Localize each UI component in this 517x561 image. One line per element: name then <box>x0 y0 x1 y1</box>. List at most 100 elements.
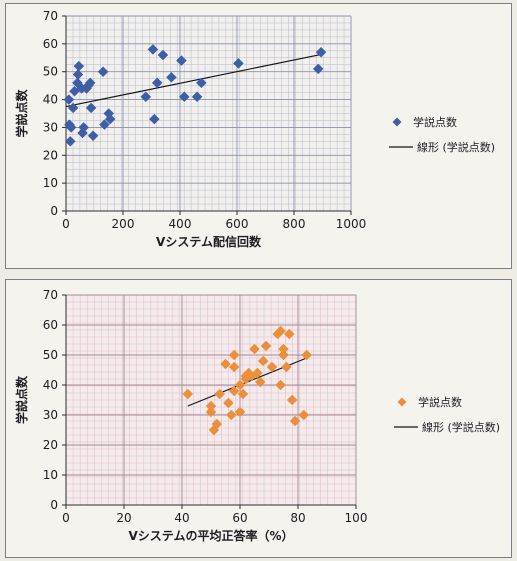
x-tick-label: 0 <box>62 217 70 231</box>
data-point <box>281 361 292 373</box>
x-tick-label: 0 <box>62 511 70 525</box>
data-point <box>234 406 246 418</box>
data-point <box>191 91 203 103</box>
y-tick-label: 20 <box>43 438 58 452</box>
data-point <box>252 367 263 379</box>
data-point <box>301 349 313 361</box>
data-point <box>147 44 159 55</box>
chart-panel-delivery-count: 0 10 20 30 40 50 60 70 0 200 400 600 800 1000 Vシステム配信回… <box>5 3 512 269</box>
data-point <box>312 63 324 75</box>
data-point <box>257 355 269 367</box>
data-point <box>228 349 240 361</box>
y-tick-label: 60 <box>43 37 58 51</box>
data-point <box>260 340 272 352</box>
y-tick-label: 60 <box>43 318 58 332</box>
data-point <box>266 361 278 373</box>
x-tick-label: 60 <box>232 511 247 525</box>
data-point <box>84 77 96 89</box>
data-point <box>233 58 244 69</box>
y-tick-label: 30 <box>43 120 58 134</box>
data-point <box>178 91 190 103</box>
x-tick-label: 20 <box>116 511 131 525</box>
data-point <box>298 409 310 421</box>
data-point <box>176 55 187 66</box>
legend-label-trendline: 線形 (学説点数) <box>417 140 495 154</box>
y-tick-label: 10 <box>43 468 58 482</box>
chart-accuracy-rate-svg: 0 10 20 30 40 50 60 70 0 20 40 60 80 100 Vシステムの平均正答率（%… <box>14 288 500 543</box>
x-tick-label: 1000 <box>336 217 367 231</box>
data-point <box>228 361 240 373</box>
x-axis-label: Vシステム配信回数 <box>156 234 262 249</box>
data-point <box>225 409 237 421</box>
data-point <box>99 119 110 130</box>
y-tick-label: 40 <box>43 378 58 392</box>
legend-label-series: 学説点数 <box>418 395 462 409</box>
y-axis-label: 学説点数 <box>14 375 29 424</box>
data-point <box>63 94 75 105</box>
y-tick-label: 50 <box>43 348 58 362</box>
y-tick-label: 50 <box>43 65 58 79</box>
x-tick-label: 100 <box>345 511 368 525</box>
y-tick-label: 40 <box>43 93 58 107</box>
data-point <box>72 69 84 80</box>
trendline <box>65 53 323 108</box>
data-point <box>220 358 231 370</box>
data-point <box>73 60 85 72</box>
y-tick-label: 30 <box>43 408 58 422</box>
data-point <box>249 343 260 355</box>
x-tick-label: 200 <box>112 217 135 231</box>
data-point <box>214 388 226 400</box>
data-point <box>140 91 152 103</box>
data-point <box>64 136 76 147</box>
data-points <box>182 325 313 436</box>
data-point <box>289 415 301 427</box>
data-point <box>151 77 163 89</box>
x-tick-label: 400 <box>169 217 192 231</box>
chart-delivery-count-svg: 0 10 20 30 40 50 60 70 0 200 400 600 800 1000 Vシステム配信回… <box>14 9 495 249</box>
data-point <box>283 328 295 340</box>
y-tick-label: 20 <box>43 148 58 162</box>
x-tick-label: 80 <box>290 511 305 525</box>
legend-marker-series <box>392 117 402 127</box>
data-point <box>228 385 240 397</box>
x-tick-label: 600 <box>226 217 249 231</box>
x-tick-label: 40 <box>174 511 189 525</box>
data-point <box>237 388 249 400</box>
data-point <box>87 130 99 142</box>
legend-marker-series <box>397 397 407 407</box>
data-point <box>275 325 286 337</box>
data-point <box>211 418 223 430</box>
data-point <box>254 376 266 388</box>
x-axis-label: Vシステムの平均正答率（%） <box>129 528 294 543</box>
legend-label-trendline: 線形 (学説点数) <box>422 420 500 434</box>
data-point <box>157 49 169 61</box>
y-tick-label: 0 <box>50 204 58 218</box>
data-point <box>97 66 109 78</box>
data-point <box>78 122 90 133</box>
data-point <box>205 406 217 418</box>
data-point <box>148 113 160 125</box>
plot-area: 0 10 20 30 40 50 60 70 0 20 40 60 80 100 Vシステムの平均正答率（%… <box>14 288 367 543</box>
y-tick-label: 70 <box>43 9 58 23</box>
data-point <box>166 71 177 83</box>
y-tick-label: 70 <box>43 288 58 302</box>
data-point <box>223 397 234 409</box>
data-point <box>196 77 207 89</box>
legend-label-series: 学説点数 <box>413 115 457 129</box>
data-point <box>67 102 79 114</box>
data-point <box>275 379 286 391</box>
data-point <box>278 349 289 361</box>
data-point <box>85 102 97 114</box>
data-point <box>104 113 116 125</box>
x-tick-label: 800 <box>283 217 306 231</box>
data-point <box>65 122 77 133</box>
y-tick-label: 0 <box>50 498 58 512</box>
y-tick-label: 10 <box>43 176 58 190</box>
data-point <box>182 388 194 400</box>
data-point <box>315 46 327 58</box>
data-points <box>63 44 327 147</box>
data-point <box>234 379 246 391</box>
data-point <box>286 394 298 406</box>
